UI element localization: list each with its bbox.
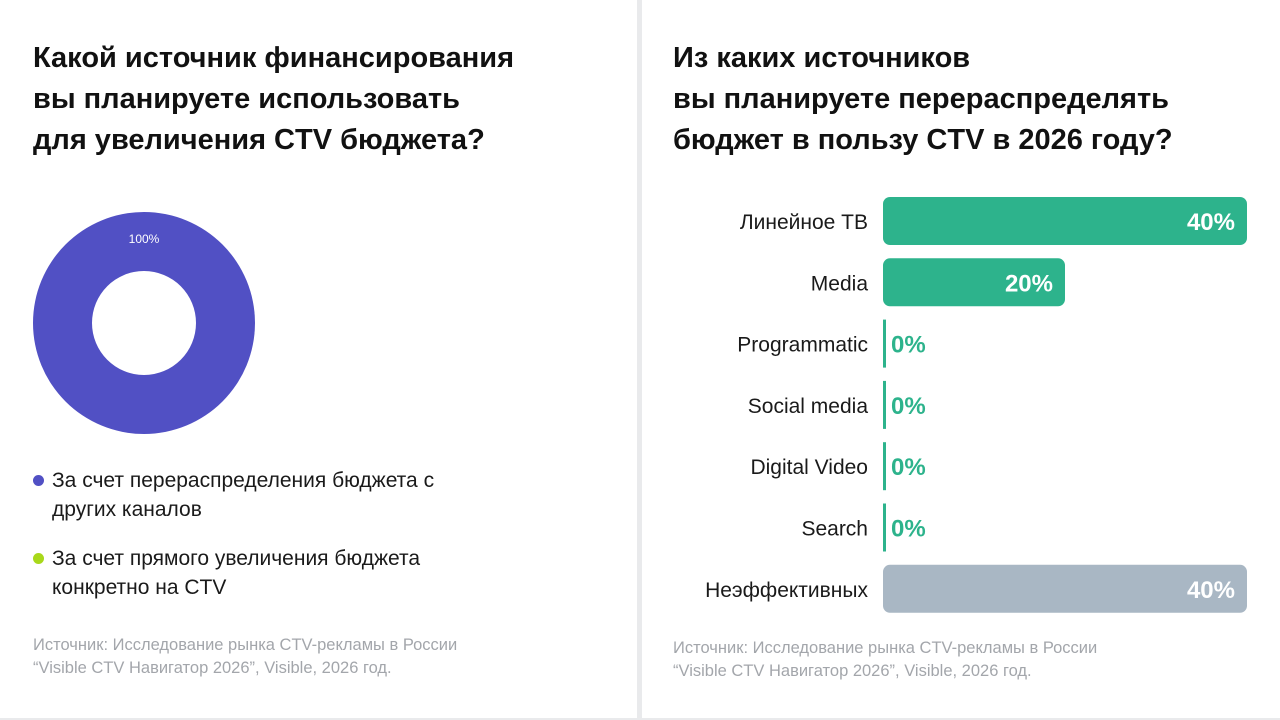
legend-text-line: других каналов [52,498,202,521]
right-title-line: бюджет в пользу CTV в 2026 году? [673,124,1173,156]
bar [883,319,886,368]
source-line: Источник: Исследование рынка CTV-рекламы… [33,636,458,654]
bar-data-label: 40% [1187,577,1235,604]
legend-text-line: За счет прямого увеличения бюджета [52,547,421,570]
donut-legend: За счет перераспределения бюджета с друг… [33,466,593,622]
donut-data-label: 100% [129,232,160,246]
legend-dot-icon [33,475,44,486]
bar-category-label: Digital Video [750,456,868,479]
bar-category-label: Линейное ТВ [740,211,868,234]
bar-category-label: Media [811,272,869,295]
donut-chart: 100% [33,212,255,434]
source-line: “Visible CTV Навигатор 2026”, Visible, 2… [33,659,392,677]
bar-data-label: 0% [891,332,926,359]
bar [883,197,1247,245]
bar [883,442,886,491]
left-panel: Какой источник финансирования вы планиру… [0,0,637,718]
bar-data-label: 0% [891,516,926,543]
right-title-line: вы планируете перераспределять [673,83,1170,115]
source-line: Источник: Исследование рынка CTV-рекламы… [673,639,1098,657]
left-title-line: вы планируете использовать [33,83,460,115]
bar-data-label: 0% [891,454,926,481]
bar [883,258,1065,307]
donut-slice [33,212,255,434]
right-source-note: Источник: Исследование рынка CTV-рекламы… [673,637,1233,683]
bar-category-label: Неэффективных [705,579,868,602]
legend-item-direct-increase: За счет прямого увеличения бюджета конкр… [33,544,593,602]
left-title-line: Какой источник финансирования [33,42,515,74]
legend-item-redistribution: За счет перераспределения бюджета с друг… [33,466,593,524]
legend-text-line: За счет перераспределения бюджета с [52,469,435,492]
right-chart-title: Из каких источников вы планируете перера… [673,38,1233,161]
bar-data-label: 40% [1187,209,1235,236]
source-line: “Visible CTV Навигатор 2026”, Visible, 2… [673,662,1032,680]
legend-text-line: конкретно на CTV [52,576,227,599]
bar-category-label: Social media [748,395,869,418]
bar [883,564,1247,613]
left-source-note: Источник: Исследование рынка CTV-рекламы… [33,634,593,680]
bar [883,503,886,552]
right-panel: Из каких источников вы планируете перера… [642,0,1280,718]
bar-category-label: Programmatic [737,334,868,357]
left-title-line: для увеличения CTV бюджета? [33,124,485,156]
bar-chart: Линейное ТВ 40% Media 20% Programmatic 0% Soci… [705,197,1247,613]
bar [883,380,886,429]
legend-dot-icon [33,553,44,564]
bar-data-label: 0% [891,393,926,420]
left-chart-title: Какой источник финансирования вы планиру… [33,38,593,161]
bar-data-label: 20% [1005,270,1053,297]
bar-category-label: Search [801,518,868,541]
right-title-line: Из каких источников [673,42,971,74]
